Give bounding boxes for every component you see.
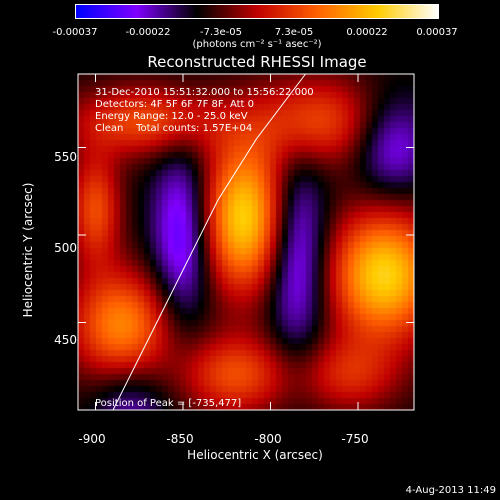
peak-position-label: Position of Peak = [-735,477] [95, 398, 242, 409]
y-tick-label: 550 [54, 150, 77, 164]
colorbar-tick: 0.00022 [346, 27, 388, 38]
colorbar-tick: -7.3e-05 [200, 27, 242, 38]
x-axis-label: Heliocentric X (arcsec) [187, 448, 323, 462]
y-tick-label: 450 [54, 333, 77, 347]
y-tick-label: 500 [54, 241, 77, 255]
y-axis-label: Heliocentric Y (arcsec) [21, 182, 35, 318]
colorbar-tick: 7.3e-05 [274, 27, 314, 38]
x-tick-label: -900 [78, 432, 106, 446]
timestamp: 4-Aug-2013 11:49 [405, 485, 496, 496]
info-time-range: 31-Dec-2010 15:51:32.000 to 15:56:22.000 [95, 87, 314, 98]
colorbar-tick: 0.00037 [416, 27, 458, 38]
solar-limb-curve [112, 73, 306, 411]
chart-title: Reconstructed RHESSI Image [147, 53, 367, 71]
colorbar-tick: -0.00022 [125, 27, 171, 38]
colorbar-units: (photons cm⁻² s⁻¹ asec⁻²) [192, 39, 322, 50]
colorbar [75, 4, 439, 19]
colorbar-tick: -0.00037 [52, 27, 98, 38]
x-tick-label: -850 [166, 432, 194, 446]
x-tick-label: -800 [254, 432, 282, 446]
heatmap-image [78, 74, 414, 410]
info-clean-counts: Clean Total counts: 1.57E+04 [95, 123, 253, 134]
plot-frame [77, 73, 415, 411]
x-tick-label: -750 [341, 432, 369, 446]
observation-info: 31-Dec-2010 15:51:32.000 to 15:56:22.000… [95, 87, 314, 135]
info-energy-range: Energy Range: 12.0 - 25.0 keV [95, 111, 248, 122]
info-detectors: Detectors: 4F 5F 6F 7F 8F, Att 0 [95, 99, 255, 110]
